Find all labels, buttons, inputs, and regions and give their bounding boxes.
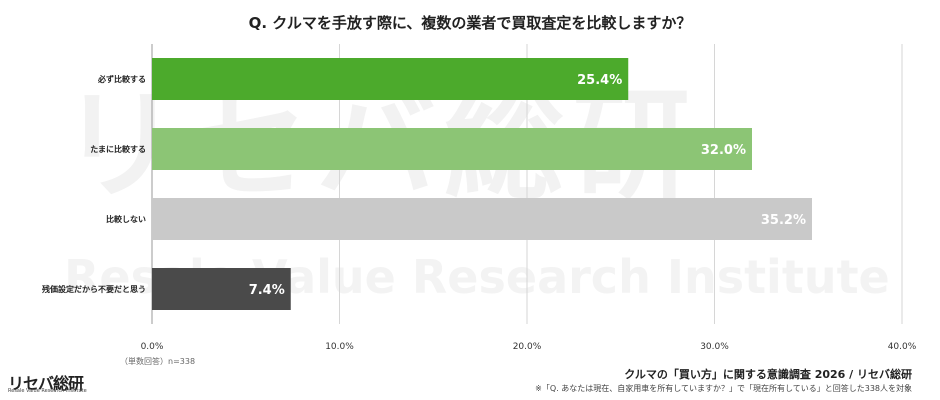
data-label: 25.4% [577,73,622,88]
category-label: たまに比較する [90,144,146,154]
x-tick-label: 10.0% [325,342,354,352]
category-label: 必ず比較する [97,74,146,84]
data-label: 7.4% [249,283,285,298]
footnote: ※「Q. あなたは現在、自家用車を所有していますか？」で「現在所有している」と回… [535,384,912,393]
x-tick-label: 30.0% [700,342,729,352]
bar [152,128,752,170]
x-tick-label: 0.0% [141,342,164,352]
brand-logo: リセバ総研 [8,374,84,393]
brand-logo-subtitle: Resale Value Research Institute [8,388,87,394]
bar [152,58,629,100]
data-label: 35.2% [761,213,806,228]
source-caption: クルマの「買い方」に関する意識調査 2026 / リセバ総研 [624,368,912,381]
category-label: 比較しない [106,214,146,224]
x-tick-label: 40.0% [888,342,917,352]
x-tick-label: 20.0% [513,342,542,352]
bar [152,198,812,240]
data-label: 32.0% [701,143,746,158]
chart-title: Q. クルマを手放す際に、複数の業者で買取査定を比較しますか？ [248,14,692,32]
bar [152,268,291,310]
category-label: 残価設定だから不要だと思う [42,284,146,294]
sample-size-note: （単数回答）n=338 [120,357,196,366]
